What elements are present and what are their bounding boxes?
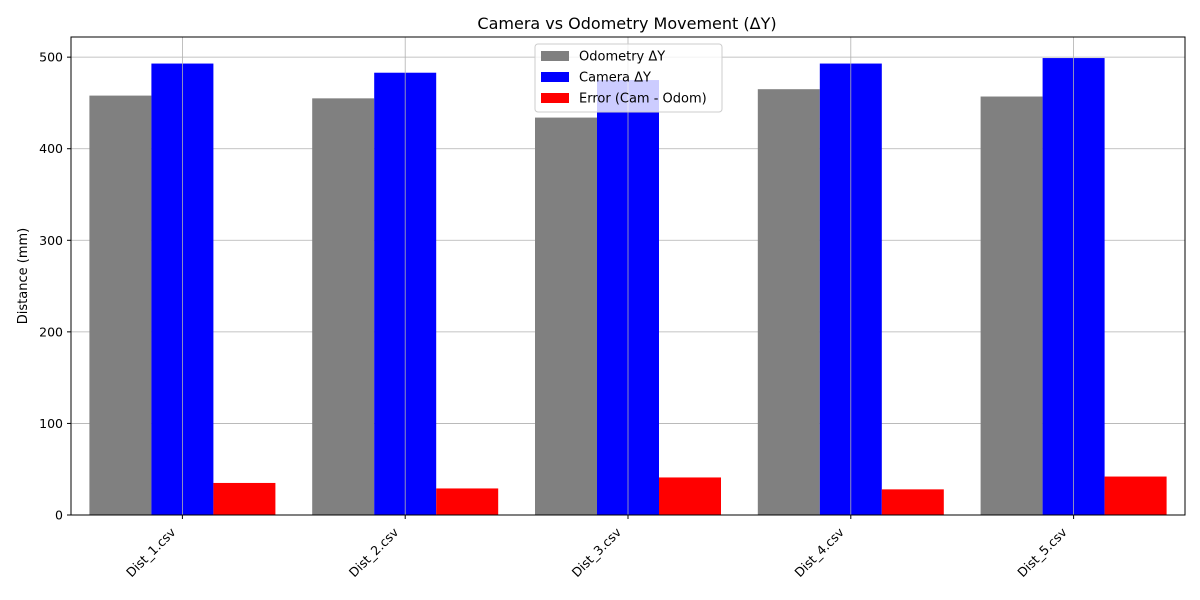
x-tick-label: Dist_3.csv xyxy=(569,524,625,580)
legend-box xyxy=(534,43,723,113)
x-tick-label: Dist_4.csv xyxy=(791,524,847,580)
x-tick-label: Dist_1.csv xyxy=(123,524,179,580)
y-tick-label: 500 xyxy=(39,50,63,65)
y-axis-label: Distance (mm) xyxy=(16,228,31,324)
legend-swatch-1 xyxy=(541,51,569,61)
bars xyxy=(89,37,1167,516)
y-tick-label: 400 xyxy=(39,141,63,156)
x-tick-label: Dist_5.csv xyxy=(1014,524,1070,580)
legend: Odometry ΔY Camera ΔY Error (Cam - Odom) xyxy=(534,43,723,113)
bar-1-4 xyxy=(757,89,820,515)
legend-label-1: Odometry ΔY xyxy=(579,50,665,65)
legend-swatch-2 xyxy=(541,72,569,82)
bar-3-4 xyxy=(881,489,944,515)
x-tick-label: Dist_2.csv xyxy=(346,524,402,580)
legend-label-2: Camera ΔY xyxy=(579,71,651,86)
bar-1-5 xyxy=(980,96,1043,516)
y-tick-label: 300 xyxy=(39,233,63,248)
y-tick-label: 200 xyxy=(39,324,63,339)
bar-3-5 xyxy=(1104,476,1167,515)
y-tick-label: 0 xyxy=(55,508,63,523)
bar-3-2 xyxy=(436,488,499,515)
bar-3-1 xyxy=(213,482,276,515)
bar-1-3 xyxy=(535,117,597,516)
bar-1-2 xyxy=(312,98,375,516)
y-tick-label: 100 xyxy=(39,416,63,431)
bar-3-3 xyxy=(659,477,721,515)
legend-label-3: Error (Cam - Odom) xyxy=(579,92,707,107)
chart-title: Camera vs Odometry Movement (ΔY) xyxy=(477,14,776,33)
bar-1-1 xyxy=(89,95,152,516)
legend-swatch-3 xyxy=(541,93,569,103)
